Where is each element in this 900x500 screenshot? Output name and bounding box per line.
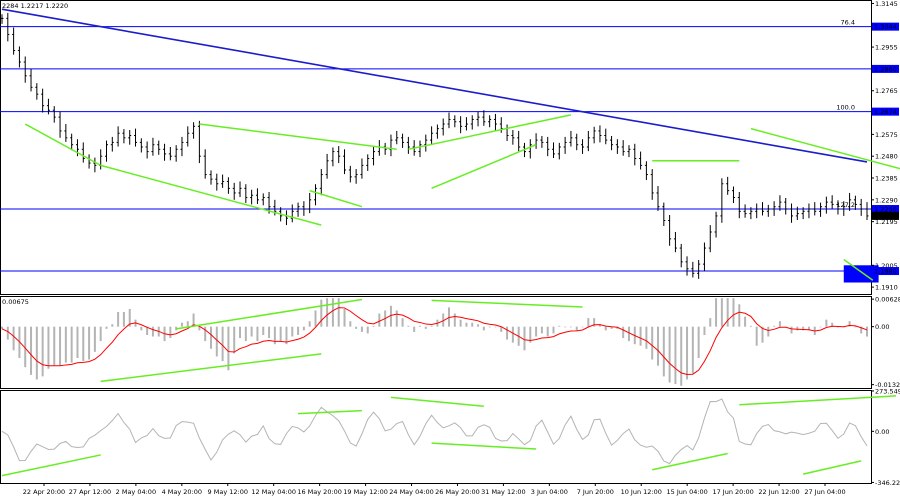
price-tag-bg (872, 64, 899, 73)
macd-wedge-line (431, 299, 583, 308)
y-tick-label: 1.2955 (875, 44, 898, 52)
wedge-line (750, 127, 900, 170)
cci-wedge-line (652, 452, 728, 471)
x-tick-label: 22 Apr 20:00 (23, 488, 65, 496)
x-tick-label: 4 May 20:00 (162, 488, 202, 496)
level-label: 76.4 (841, 19, 855, 27)
y-tick-label: 1.3145 (875, 0, 898, 8)
cci-wedge-line (390, 396, 484, 407)
x-tick-label: 7 Jun 20:00 (577, 488, 614, 496)
macd-wedge-line (176, 298, 363, 330)
x-tick-label: 12 May 04:00 (251, 488, 296, 496)
y-tick-label: 1.2575 (875, 131, 898, 139)
y-tick-label: 1.2385 (875, 175, 898, 183)
price-tag-bg (872, 211, 899, 220)
wedge-line (199, 123, 397, 151)
cci-line (1, 398, 868, 465)
panel-frame-3 (0, 390, 872, 484)
x-tick-label: 27 Apr 12:00 (69, 488, 111, 496)
symbol-info: 2284 1.2217 1.2220 (2, 2, 68, 10)
y-tick-label: 1.2480 (875, 153, 898, 161)
level-label: 100.0 (836, 104, 855, 112)
price-tag-bg (872, 107, 899, 116)
x-tick-label: 26 May 20:00 (435, 488, 480, 496)
price-tag: 1.1980 (874, 268, 897, 276)
x-tick-label: 27 Jun 04:00 (804, 488, 845, 496)
x-tick-label: 24 May 04:00 (389, 488, 434, 496)
cci-y-tick: -346.223 (875, 479, 900, 487)
price-tag-bg (872, 267, 899, 276)
wedge-line (408, 114, 572, 151)
wedge-line (843, 258, 874, 281)
price-tag-bg (872, 205, 899, 214)
x-tick-label: 19 May 12:00 (343, 488, 388, 496)
wedge-line (100, 164, 322, 226)
price-tag: 1.2674 (874, 108, 897, 116)
macd-y-tick: -0.01323 (875, 381, 900, 389)
x-tick-label: 3 Jun 04:00 (531, 488, 568, 496)
cci-wedge-line (298, 409, 362, 415)
cci-wedge-line (431, 442, 537, 450)
price-tag-bg (872, 22, 899, 31)
x-tick-label: 16 May 20:00 (297, 488, 342, 496)
macd-top-label: 0.00675 (2, 298, 29, 306)
y-tick-label: 1.2765 (875, 87, 898, 95)
macd-y-tick: 0.00 (875, 323, 889, 331)
cci-wedge-line (739, 395, 897, 406)
cci-y-tick: 273.549 (875, 387, 900, 395)
x-tick-label: 22 Jun 12:00 (758, 488, 799, 496)
x-tick-label: 17 Jun 20:00 (712, 488, 753, 496)
macd-y-tick: 0.00628 (875, 296, 900, 304)
macd-wedge-line (100, 353, 322, 383)
y-tick-label: 1.1910 (875, 284, 898, 292)
y-tick-label: 1.2290 (875, 196, 898, 204)
wedge-line (309, 189, 363, 208)
trendline (1, 8, 868, 163)
x-tick-label: 15 Jun 04:00 (667, 488, 708, 496)
level-label: 127.2 (836, 201, 855, 209)
price-tag: 1.3044 (874, 23, 897, 31)
wedge-line (24, 123, 102, 167)
panel-frame-2 (0, 296, 872, 389)
price-tag: 1.2220 (874, 212, 897, 220)
cci-y-tick: 0.00 (875, 428, 889, 436)
price-tag: 1.2250 (874, 206, 897, 214)
cci-wedge-line (802, 460, 862, 475)
x-tick-label: 10 Jun 12:00 (621, 488, 662, 496)
x-tick-label: 9 May 12:00 (208, 488, 248, 496)
price-tag: 1.2860 (874, 65, 897, 73)
y-tick-label: 1.2005 (875, 262, 898, 270)
y-tick-label: 1.2195 (875, 218, 898, 226)
x-tick-label: 2 May 04:00 (116, 488, 156, 496)
x-tick-label: 31 May 12:00 (481, 488, 526, 496)
panel-frame-1 (0, 0, 872, 295)
macd-signal-line (1, 307, 868, 376)
cci-wedge-line (1, 454, 101, 477)
wedge-line (431, 144, 537, 190)
